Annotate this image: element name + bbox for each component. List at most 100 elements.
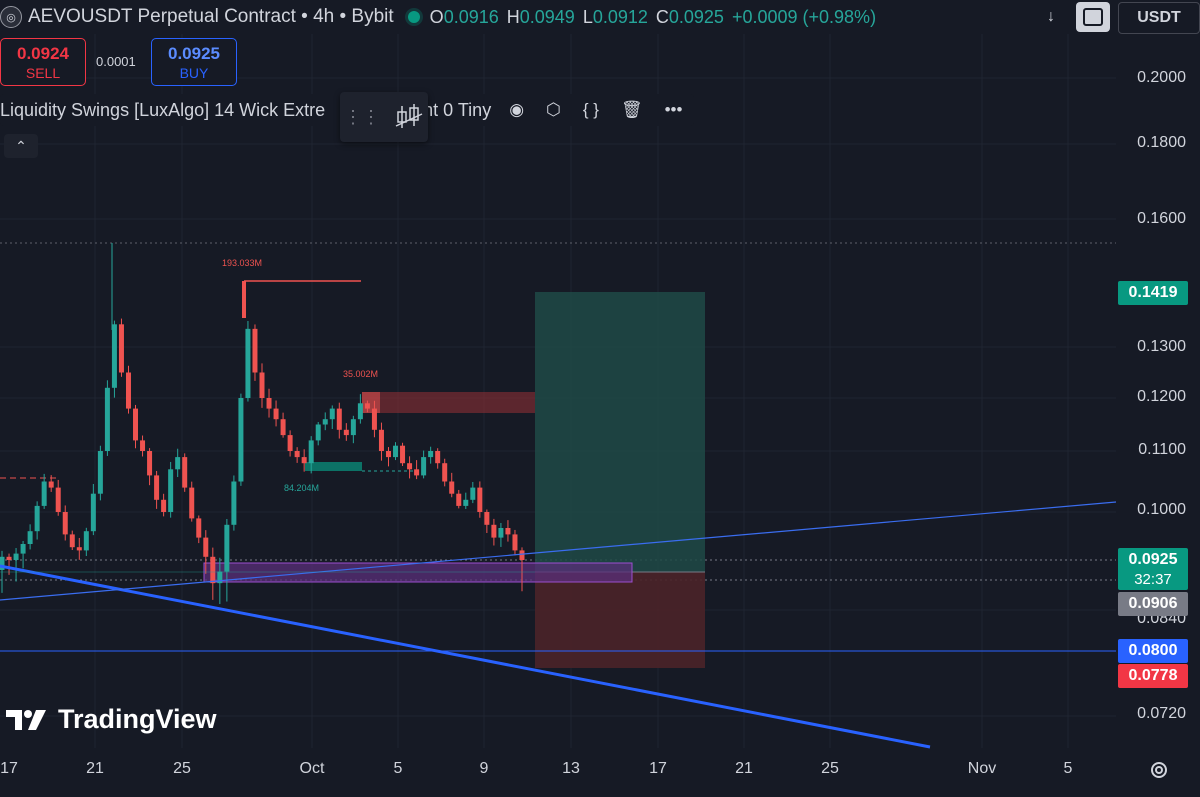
candle-body xyxy=(6,556,12,560)
candle-body xyxy=(97,451,103,494)
candle-body xyxy=(512,534,518,551)
supply-zone xyxy=(362,392,535,413)
tradingview-watermark: TradingView xyxy=(6,704,217,735)
candle-body xyxy=(41,481,47,506)
time-tick: 17 xyxy=(649,760,667,777)
candle-body xyxy=(301,457,307,464)
settings-gear-icon[interactable] xyxy=(1148,759,1170,781)
stop-price-tag[interactable]: 0.0778 xyxy=(1118,664,1188,688)
sell-price: 0.0924 xyxy=(17,44,69,63)
stop-zone xyxy=(535,572,705,668)
market-status-icon xyxy=(407,11,420,23)
time-tick: 13 xyxy=(562,760,580,777)
settings-icon[interactable]: ⬡ xyxy=(546,100,561,119)
candle-body xyxy=(182,457,188,488)
candle-body xyxy=(378,429,384,451)
candle-body xyxy=(442,463,448,482)
price-tick: 0.1300 xyxy=(1137,338,1186,355)
ohlc-values: O0.0916 H0.0949 L0.0912 C0.0925 +0.0009 … xyxy=(430,7,876,28)
candle-body xyxy=(203,537,209,557)
demand-zone xyxy=(305,462,362,471)
time-tick: Oct xyxy=(299,760,325,777)
candle-body xyxy=(20,544,26,554)
entry-price-tag[interactable]: 0.0906 xyxy=(1118,592,1188,616)
volume-annotation: 84.204M xyxy=(284,483,319,493)
candle-body xyxy=(34,505,40,532)
candle-body xyxy=(55,487,61,512)
candle-body xyxy=(13,553,19,560)
candle-body xyxy=(364,403,370,409)
candle-body xyxy=(477,487,483,512)
bar-countdown: 32:37 xyxy=(1134,571,1172,588)
candle-body xyxy=(140,440,146,451)
candle-body xyxy=(133,408,139,441)
candle-body xyxy=(336,408,342,430)
candle-body xyxy=(315,424,321,441)
candle-body xyxy=(273,408,279,420)
target-price-tag[interactable]: 0.1419 xyxy=(1118,281,1188,305)
indicator-tools: ◉ ⬡ { } 🗑 ••• xyxy=(509,100,682,120)
candle-body xyxy=(252,328,258,373)
time-tick: 5 xyxy=(1063,760,1073,777)
candle-body xyxy=(449,481,455,494)
descending-trendline xyxy=(0,564,931,749)
eye-icon[interactable]: ◉ xyxy=(509,100,525,119)
more-icon[interactable]: ••• xyxy=(664,100,683,119)
candle-body xyxy=(470,487,476,500)
arrow-down-icon[interactable]: ↓ xyxy=(1047,8,1055,25)
candle-body xyxy=(224,524,230,572)
indicator-name: Liquidity Swings [LuxAlgo] 14 Wick Extre xyxy=(0,99,326,120)
price-tick: 0.1200 xyxy=(1137,388,1186,405)
layout-toggle-button[interactable] xyxy=(1076,2,1110,32)
candle-body xyxy=(210,556,216,584)
buy-price: 0.0925 xyxy=(168,44,220,63)
trendlines: 193.033M 35.002M 84.204M xyxy=(0,258,1117,749)
ascending-trendline xyxy=(0,501,1117,601)
collapse-legend-button[interactable]: ⌃ xyxy=(4,134,38,158)
candle-body xyxy=(266,398,272,409)
candle-body xyxy=(343,429,349,436)
candle-body xyxy=(498,528,504,538)
candle-body xyxy=(217,571,223,584)
volume-annotation: 35.002M xyxy=(343,369,378,379)
candle-body xyxy=(357,403,363,420)
sell-button[interactable]: 0.0924 SELL xyxy=(0,38,86,86)
sell-label: SELL xyxy=(25,65,61,81)
candle-body xyxy=(400,445,406,464)
gridlines xyxy=(0,34,1116,748)
candles-icon[interactable] xyxy=(394,102,424,132)
line-price-tag[interactable]: 0.0800 xyxy=(1118,639,1188,663)
time-tick: 21 xyxy=(86,760,104,777)
last-price-tag[interactable]: 0.0925 32:37 xyxy=(1118,548,1188,590)
buy-label: BUY xyxy=(179,65,209,81)
price-axis[interactable]: 0.2000 0.1800 0.1600 0.1300 0.1200 0.110… xyxy=(1116,0,1200,797)
floating-toolbar[interactable]: ⋮⋮ xyxy=(340,92,428,142)
candle-body xyxy=(280,419,286,436)
source-code-icon[interactable]: { } xyxy=(582,100,599,119)
position-zones xyxy=(203,280,705,668)
time-tick: 17 xyxy=(0,760,18,777)
tradingview-logo-icon xyxy=(6,709,46,730)
candle-body xyxy=(118,324,124,373)
candles xyxy=(0,243,525,605)
drag-handle-icon[interactable]: ⋮⋮ xyxy=(344,106,380,127)
chevron-up-icon: ⌃ xyxy=(15,137,27,154)
candle-body xyxy=(329,408,335,420)
time-tick: 9 xyxy=(479,760,489,777)
last-price: 0.0925 xyxy=(1128,551,1178,568)
buy-button[interactable]: 0.0925 BUY xyxy=(151,38,237,86)
candle-body xyxy=(393,445,399,458)
candle-body xyxy=(147,451,153,476)
candle-body xyxy=(175,457,181,470)
delete-icon[interactable]: 🗑 xyxy=(620,100,643,119)
candle-body xyxy=(350,419,356,436)
candle-body xyxy=(287,435,293,451)
symbol-title[interactable]: AEVOUSDT Perpetual Contract • 4h • Bybit xyxy=(28,6,394,27)
candle-body xyxy=(421,457,427,476)
candle-body xyxy=(104,387,110,451)
candle-body xyxy=(48,481,54,488)
candle-body xyxy=(83,531,89,551)
candle-body xyxy=(519,550,525,560)
supply-zone-origin xyxy=(362,392,380,413)
